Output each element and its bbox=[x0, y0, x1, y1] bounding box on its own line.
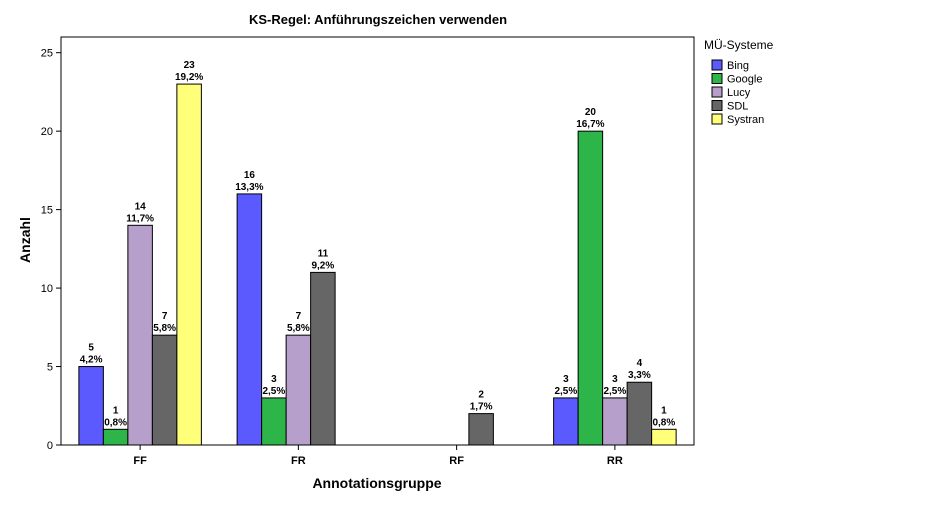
legend-swatch-sdl bbox=[711, 100, 723, 111]
y-tick-label: 10 bbox=[41, 283, 53, 295]
legend-label-systran: Systran bbox=[727, 114, 764, 126]
data-label-count: 2 bbox=[478, 390, 484, 401]
y-axis-title: Anzahl bbox=[17, 217, 33, 263]
data-label-percent: 0,8% bbox=[104, 417, 127, 428]
legend-swatch-google bbox=[711, 73, 723, 84]
bar-lucy-rr bbox=[602, 397, 628, 446]
data-label-percent: 13,3% bbox=[235, 182, 263, 193]
bar-google-fr bbox=[261, 397, 287, 446]
bar-sdl-ff bbox=[151, 334, 178, 446]
data-label-count: 14 bbox=[135, 201, 147, 212]
x-category-label: RF bbox=[449, 455, 464, 467]
data-label-percent: 2,5% bbox=[262, 386, 285, 397]
x-axis-title: Annotationsgruppe bbox=[312, 475, 441, 491]
x-category-label: RR bbox=[607, 455, 623, 467]
data-label-percent: 2,5% bbox=[554, 386, 577, 397]
data-label-count: 11 bbox=[318, 248, 329, 259]
data-label-count: 16 bbox=[244, 170, 256, 181]
legend-swatch-systran bbox=[711, 113, 723, 125]
x-axis: FF FR RF RR bbox=[133, 445, 623, 467]
data-label-count: 7 bbox=[296, 311, 302, 322]
legend-swatch-bing bbox=[711, 59, 723, 71]
data-label-count: 20 bbox=[585, 107, 597, 118]
legend-label-google: Google bbox=[727, 74, 762, 86]
y-tick-label: 25 bbox=[41, 48, 53, 60]
y-tick-label: 20 bbox=[41, 126, 53, 138]
x-category-label: FR bbox=[291, 455, 306, 467]
bars-group bbox=[78, 83, 677, 446]
legend-label-bing: Bing bbox=[727, 60, 749, 72]
y-axis: 0 5 10 15 20 25 bbox=[41, 48, 61, 452]
data-label-percent: 19,2% bbox=[175, 72, 203, 83]
y-tick-label: 5 bbox=[47, 362, 53, 374]
data-label-percent: 5,8% bbox=[153, 323, 176, 334]
data-label-count: 7 bbox=[162, 311, 168, 322]
data-label-count: 3 bbox=[612, 374, 618, 385]
data-label-count: 3 bbox=[563, 374, 569, 385]
y-tick-label: 15 bbox=[41, 205, 53, 217]
data-label-percent: 11,7% bbox=[126, 213, 154, 224]
bar-systran-rr bbox=[651, 428, 677, 446]
data-label-percent: 5,8% bbox=[287, 323, 310, 334]
legend-label-sdl: SDL bbox=[727, 101, 748, 113]
bar-google-ff bbox=[102, 428, 129, 446]
bar-sdl-rr bbox=[626, 381, 653, 446]
data-label-count: 4 bbox=[637, 358, 643, 369]
legend-title: MÜ-Systeme bbox=[704, 38, 774, 52]
legend-label-lucy: Lucy bbox=[727, 87, 751, 99]
data-label-count: 3 bbox=[271, 374, 277, 385]
bar-bing-rr bbox=[553, 397, 579, 446]
data-label-percent: 1,7% bbox=[470, 402, 493, 413]
y-tick-label: 0 bbox=[47, 440, 53, 452]
bar-lucy-ff bbox=[127, 224, 153, 446]
bar-google-rr bbox=[577, 130, 604, 446]
bar-systran-ff bbox=[176, 83, 202, 446]
data-label-count: 5 bbox=[88, 343, 94, 354]
data-label-count: 23 bbox=[184, 60, 196, 71]
data-label-percent: 16,7% bbox=[576, 119, 604, 130]
data-label-percent: 3,3% bbox=[628, 370, 651, 381]
data-label-percent: 4,2% bbox=[80, 355, 103, 366]
data-label-count: 1 bbox=[661, 405, 667, 416]
bar-bing-fr bbox=[236, 193, 263, 446]
data-label-percent: 9,2% bbox=[311, 260, 334, 271]
data-label-count: 1 bbox=[113, 405, 119, 416]
legend-swatch-lucy bbox=[711, 86, 723, 98]
bar-lucy-fr bbox=[285, 334, 312, 446]
x-category-label: FF bbox=[133, 455, 147, 467]
data-labels-group: 54,2%1613,3%32,5%10,8%32,5%2016,7%1411,7… bbox=[80, 60, 676, 428]
bar-bing-ff bbox=[78, 366, 104, 446]
bar-sdl-fr bbox=[310, 271, 336, 446]
bar-sdl-rf bbox=[468, 413, 494, 446]
data-label-percent: 0,8% bbox=[652, 417, 675, 428]
data-label-percent: 2,5% bbox=[603, 386, 626, 397]
chart-title: KS-Regel: Anführungszeichen verwenden bbox=[249, 12, 507, 27]
